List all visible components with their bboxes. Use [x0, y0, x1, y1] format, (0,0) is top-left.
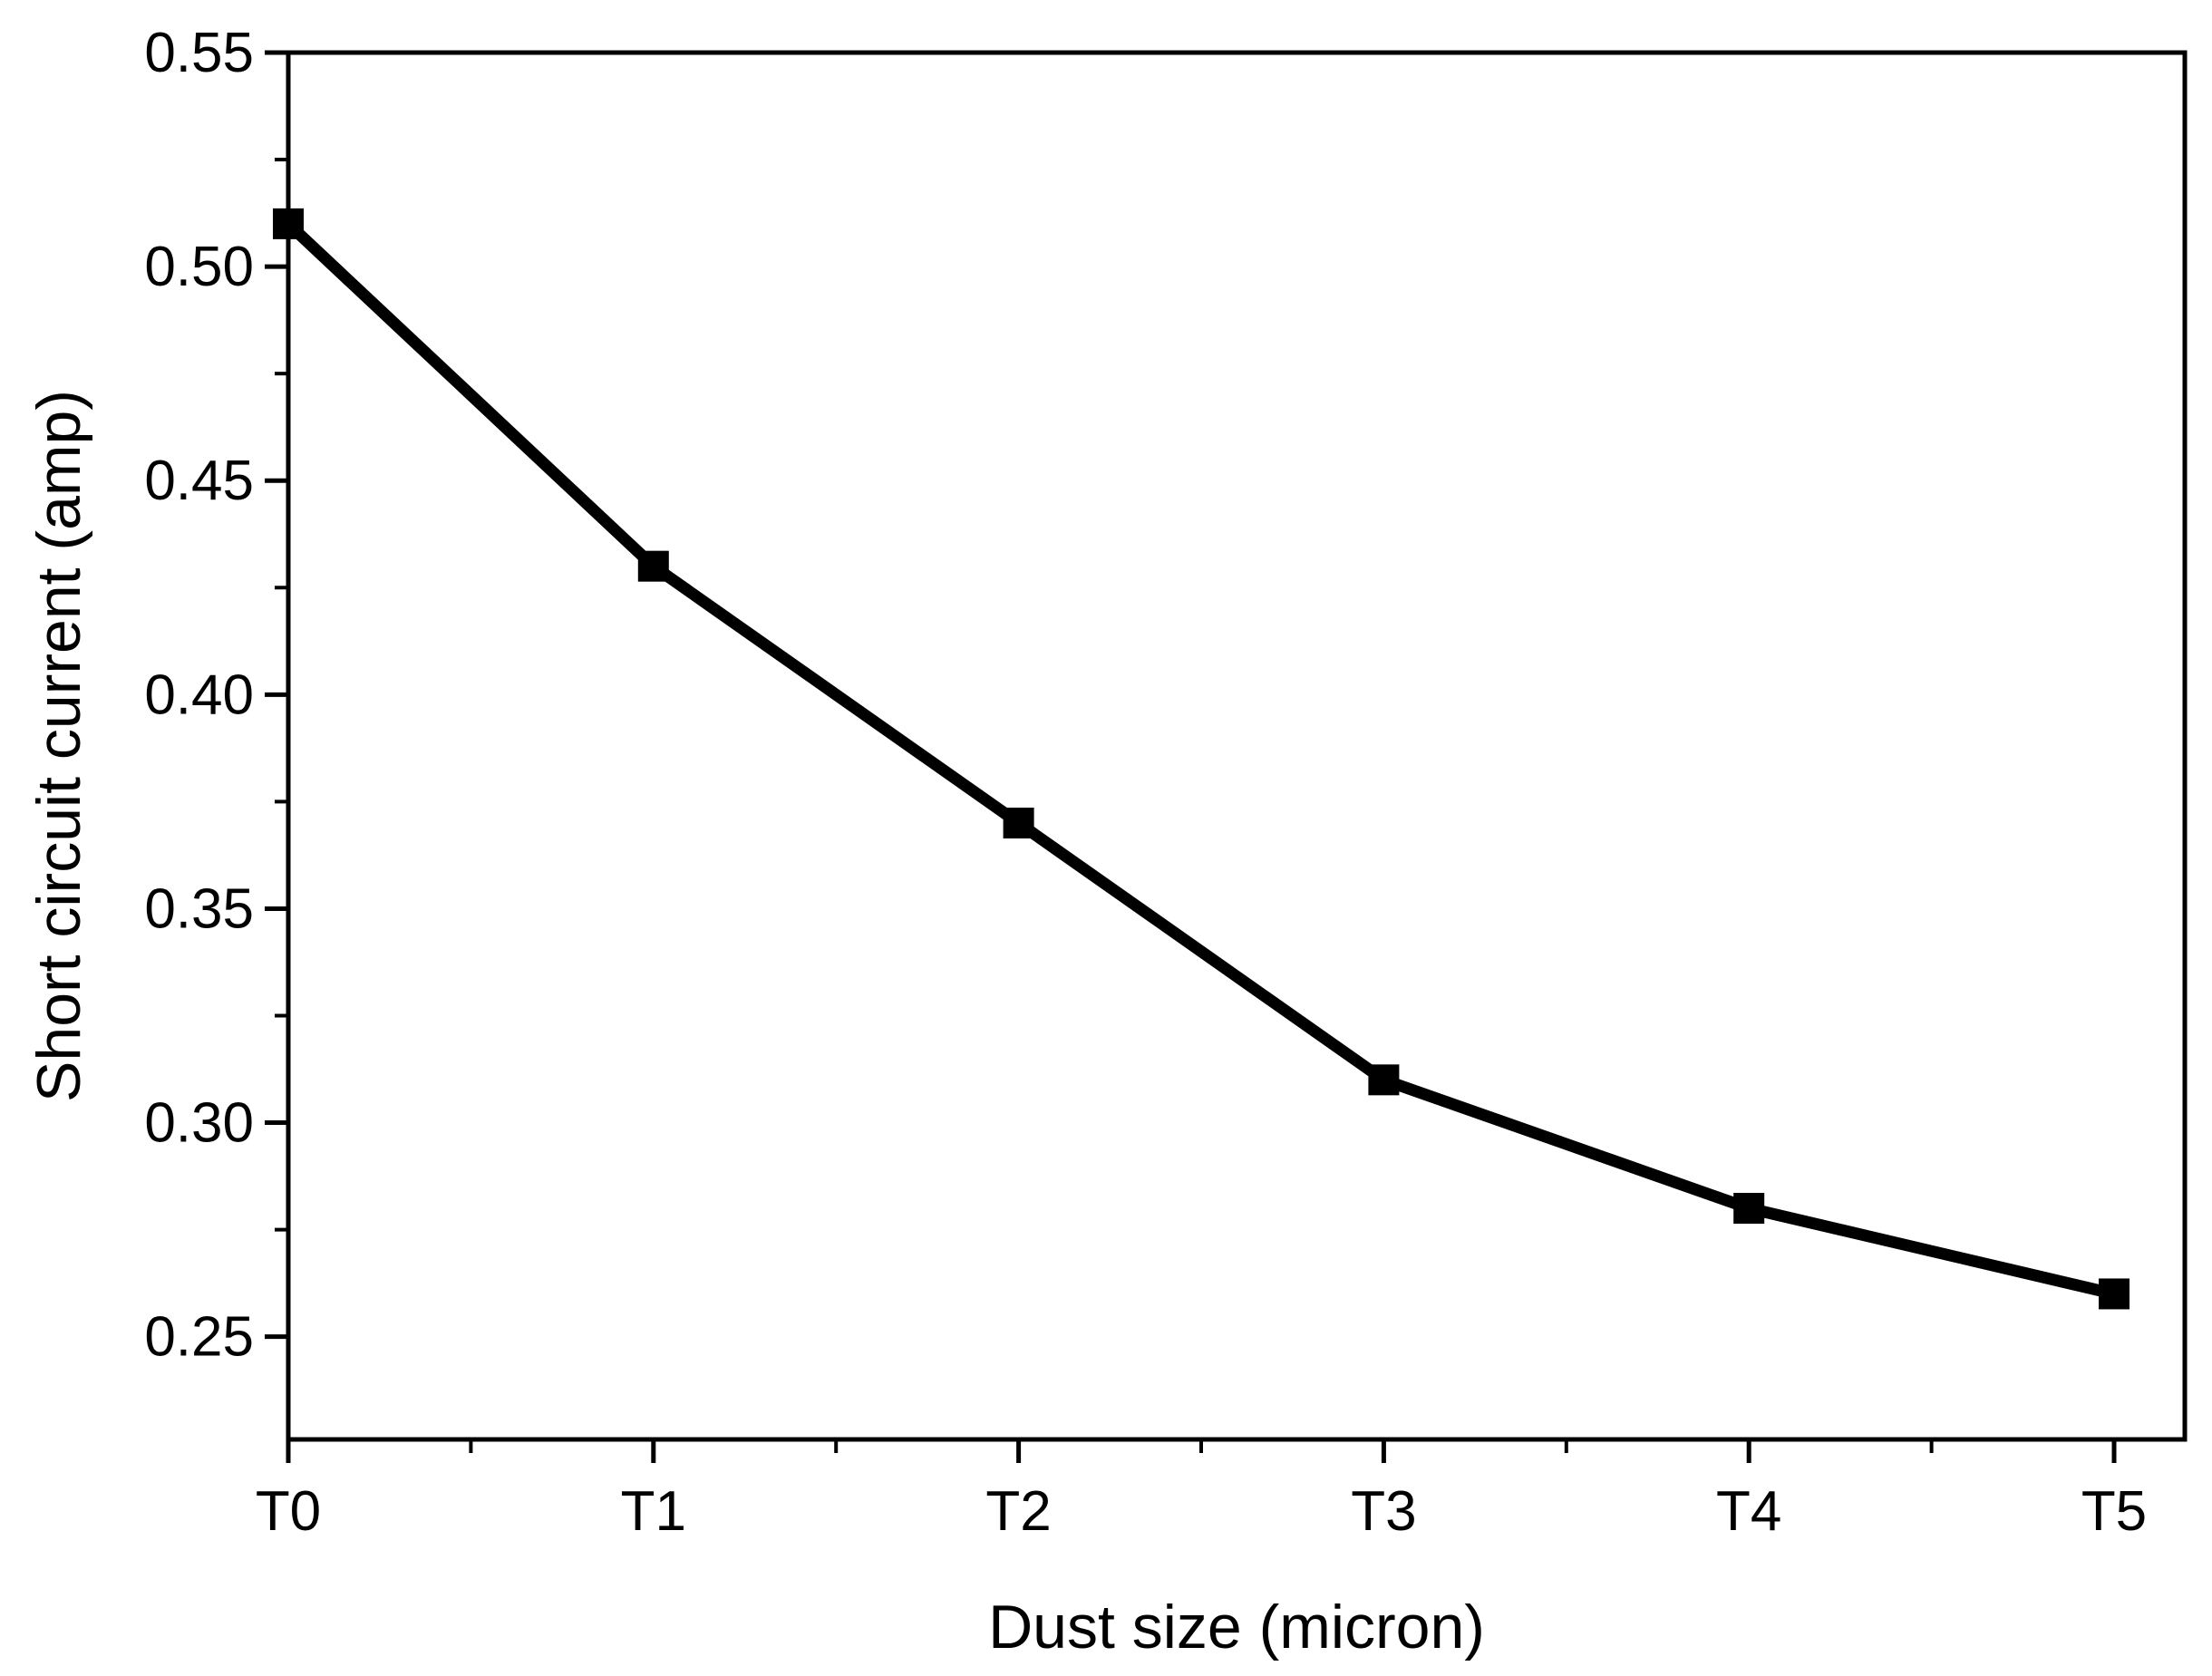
y-axis: 0.25 0.30 0.35 0.40 0.45 0.50 0.55: [144, 22, 288, 1369]
data-point-marker: [637, 550, 669, 582]
x-tick-label: T3: [1351, 1480, 1416, 1543]
y-tick-label: 0.35: [144, 877, 254, 940]
y-tick-label: 0.55: [144, 22, 254, 84]
series-layer: [273, 208, 2130, 1310]
y-tick-label: 0.25: [144, 1306, 254, 1369]
x-tick-label: T0: [256, 1480, 321, 1543]
plot-frame: [286, 50, 2188, 1442]
data-point-marker: [1733, 1193, 1765, 1224]
data-point-marker: [1368, 1064, 1400, 1096]
y-axis-title: Short circuit current (amp): [24, 390, 93, 1102]
y-tick-label: 0.30: [144, 1092, 254, 1155]
data-point-marker: [1003, 808, 1034, 838]
x-tick-label: T1: [621, 1480, 686, 1543]
x-axis: T0 T1 T2 T3 T4 T5: [256, 1439, 2147, 1543]
data-point-marker: [273, 208, 304, 239]
y-tick-label: 0.40: [144, 664, 254, 726]
x-tick-label: T4: [1716, 1480, 1781, 1543]
x-tick-label: T5: [2081, 1480, 2147, 1543]
y-tick-label: 0.50: [144, 236, 254, 298]
y-tick-label: 0.45: [144, 450, 254, 512]
series-line: [284, 219, 2116, 1300]
x-tick-label: T2: [985, 1480, 1051, 1543]
data-point-marker: [2099, 1278, 2130, 1310]
x-axis-title: Dust size (micron): [988, 1593, 1485, 1661]
